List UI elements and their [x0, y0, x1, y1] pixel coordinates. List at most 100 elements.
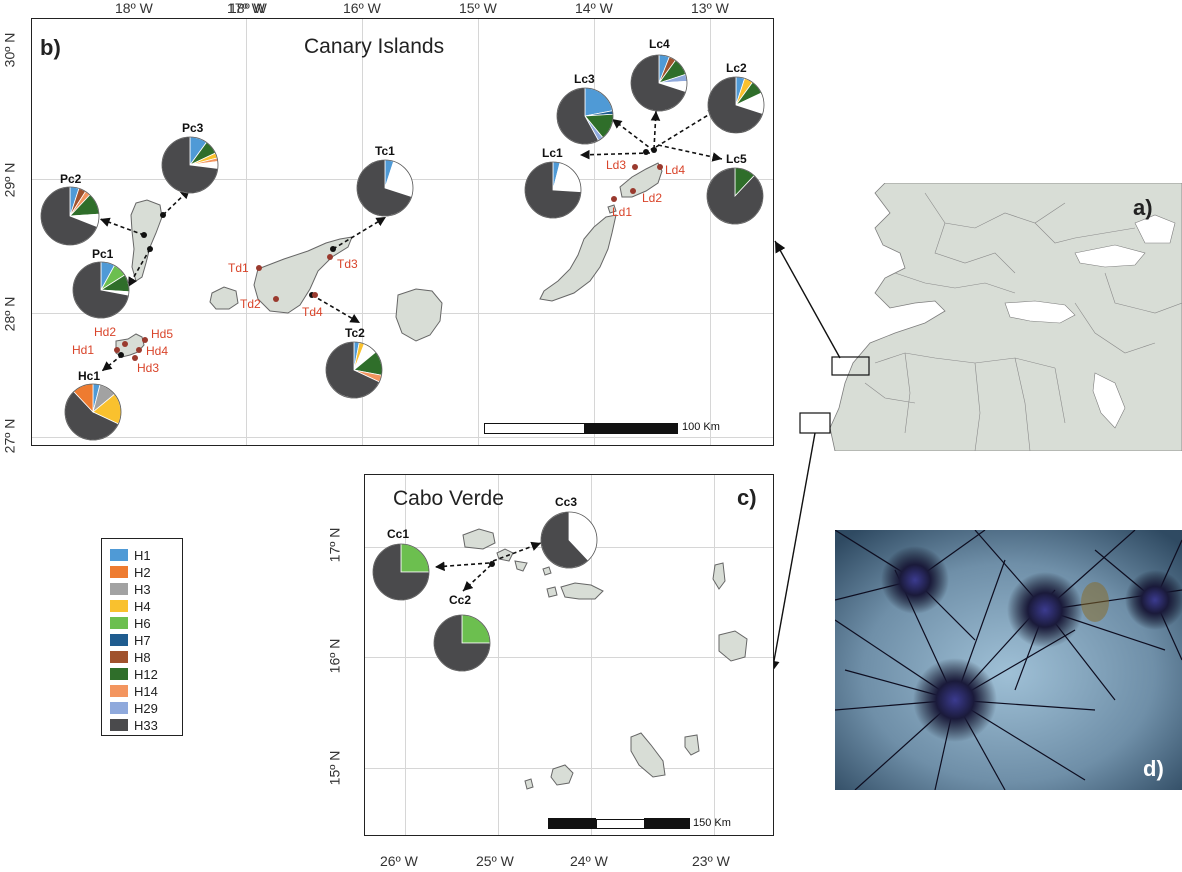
site-label-td1: Td1 [228, 261, 249, 275]
pie-label-pc3: Pc3 [182, 121, 204, 135]
legend-item: H12 [110, 666, 158, 682]
legend-swatch [110, 583, 128, 595]
cabo-verde-landmass [462, 528, 748, 790]
site-dot-ld2 [630, 188, 636, 194]
pie-chart-pc1 [72, 261, 130, 319]
pie-chart-lc4 [630, 54, 688, 112]
legend-label: H12 [134, 666, 158, 682]
pie-chart-lc3 [556, 87, 614, 145]
scale-bar-black [584, 423, 678, 434]
site-dot-hd3 [132, 355, 138, 361]
scale-bar-white [596, 819, 645, 829]
legend-item: H4 [110, 598, 151, 614]
haplotype-legend: H1 H2 H3 H4 H6 H7 H8 H12 H14 H29 H33 [101, 538, 183, 736]
cabo-verde-map-panel: Cc1 Cc2 Cc3 150 Km Cabo Verde c) [364, 474, 774, 836]
pie-label-cc1: Cc1 [387, 527, 410, 541]
pie-chart-tc2 [325, 341, 383, 399]
pie-label-cc2: Cc2 [449, 593, 472, 607]
pie-chart-lc5 [706, 167, 764, 225]
legend-swatch [110, 702, 128, 714]
grid-line [246, 19, 247, 445]
site-label-ld1: Ld1 [612, 205, 633, 219]
pie-label-hc1: Hc1 [78, 369, 101, 383]
legend-label: H14 [134, 683, 158, 699]
legend-item: H3 [110, 581, 151, 597]
lon-tick: 15º W [459, 0, 497, 16]
sample-point [330, 246, 336, 252]
legend-label: H3 [134, 581, 151, 597]
pie-outline [540, 511, 598, 569]
site-label-ld3: Ld3 [606, 158, 627, 172]
pie-outline [72, 261, 130, 319]
scale-bar-label: 150 Km [693, 817, 731, 829]
pie-outline [356, 159, 414, 217]
pie-label-pc1: Pc1 [92, 247, 114, 261]
pie-outline [372, 543, 430, 601]
sea-urchin-photo: d) [835, 530, 1182, 790]
panel-letter-a: a) [1133, 195, 1153, 220]
site-dot-td3 [327, 254, 333, 260]
legend-label: H8 [134, 649, 151, 665]
legend-swatch [110, 600, 128, 612]
pie-chart-pc3 [161, 136, 219, 194]
site-dot-hd2 [122, 341, 128, 347]
pie-label-lc1: Lc1 [542, 146, 563, 160]
pie-outline [630, 54, 688, 112]
site-label-td3: Td3 [337, 257, 358, 271]
lat-tick: 16º N [326, 638, 343, 674]
pie-outline [40, 186, 100, 246]
grid-line [591, 475, 592, 835]
site-label-hd5: Hd5 [151, 327, 174, 341]
pie-outline [161, 136, 219, 194]
site-dot-hd5 [142, 337, 148, 343]
legend-swatch [110, 617, 128, 629]
legend-item: H33 [110, 717, 158, 733]
lon-tick: 14º W [575, 0, 613, 16]
grid-line [710, 19, 711, 445]
legend-label: H29 [134, 700, 158, 716]
sample-arrows [99, 108, 723, 372]
pie-outline [706, 167, 764, 225]
pie-outline [556, 87, 614, 145]
pie-chart-hc1 [64, 383, 122, 441]
legend-item: H29 [110, 700, 158, 716]
pie-label-lc2: Lc2 [726, 61, 747, 75]
site-label-td2: Td2 [240, 297, 261, 311]
legend-label: H1 [134, 547, 151, 563]
canary-islands-map-panel: Hd1 Hd2 Hd3 Hd4 Hd5 Td1 Td2 Td3 Td4 Ld1 … [31, 18, 774, 446]
lon-tick: 17º W [227, 0, 265, 16]
sample-point [489, 561, 495, 567]
pie-outline [707, 76, 765, 134]
site-label-hd2: Hd2 [94, 325, 117, 339]
legend-swatch [110, 634, 128, 646]
sample-point [118, 352, 124, 358]
panel-title: Canary Islands [304, 35, 445, 58]
lat-tick: 15º N [326, 750, 343, 786]
lon-tick: 24º W [570, 853, 608, 869]
pie-label-lc5: Lc5 [726, 152, 747, 166]
site-label-td4: Td4 [302, 305, 323, 319]
site-dot-ld1 [611, 196, 617, 202]
pie-label-lc4: Lc4 [649, 37, 670, 51]
scale-bar-label: 100 Km [682, 421, 720, 433]
grid-line [714, 475, 715, 835]
sample-arrows [434, 541, 542, 592]
sample-point [141, 232, 147, 238]
europe-africa-map [799, 183, 1182, 451]
pie-chart-lc1 [524, 161, 582, 219]
pie-outline [64, 383, 122, 441]
pie-chart-cc3 [540, 511, 598, 569]
legend-swatch [110, 685, 128, 697]
site-dot-td4 [312, 292, 318, 298]
lon-tick: 18º W [115, 0, 153, 16]
pie-label-tc1: Tc1 [375, 144, 395, 158]
legend-item: H2 [110, 564, 151, 580]
pie-chart-pc2 [40, 186, 100, 246]
site-label-hd1: Hd1 [72, 343, 95, 357]
pie-outline [433, 614, 491, 672]
scale-bar-black [548, 818, 596, 829]
site-label-hd3: Hd3 [137, 361, 160, 375]
legend-item: H6 [110, 615, 151, 631]
grid-line [362, 19, 363, 445]
